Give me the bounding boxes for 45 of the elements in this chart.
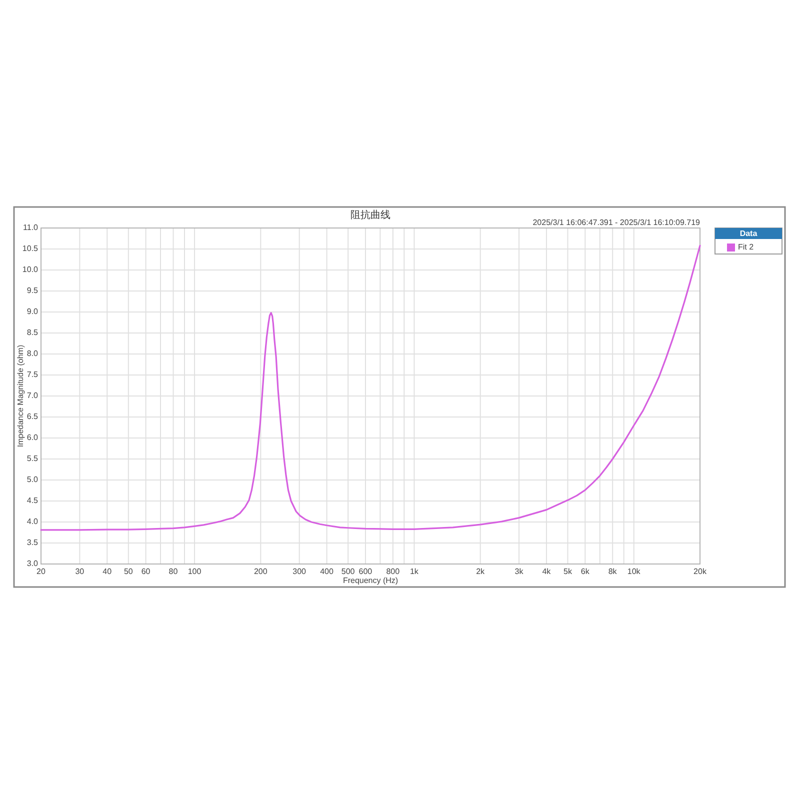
x-tick-label: 40 bbox=[102, 567, 112, 576]
x-tick-label: 30 bbox=[75, 567, 85, 576]
x-tick-label: 80 bbox=[168, 567, 178, 576]
y-tick-label: 4.5 bbox=[26, 496, 39, 506]
x-tick-label: 20k bbox=[694, 567, 708, 576]
x-tick-label: 800 bbox=[386, 567, 400, 576]
y-tick-label: 7.0 bbox=[26, 391, 39, 400]
y-tick-label: 3.0 bbox=[26, 559, 39, 568]
x-axis-title: Frequency (Hz) bbox=[342, 576, 398, 585]
x-tick-label: 500 bbox=[341, 567, 356, 576]
x-tick-label: 3k bbox=[514, 567, 524, 576]
y-tick-label: 6.0 bbox=[26, 433, 39, 442]
x-tick-label: 1k bbox=[410, 567, 420, 576]
x-tick-label: 5k bbox=[564, 567, 573, 576]
x-tick-label: 8k bbox=[608, 567, 618, 576]
legend-label: Fit 2 bbox=[738, 242, 754, 252]
x-tick-label: 100 bbox=[188, 567, 202, 576]
x-tick-label: 600 bbox=[358, 567, 373, 576]
x-tick-label: 4k bbox=[542, 567, 552, 576]
y-tick-label: 9.0 bbox=[26, 307, 39, 316]
y-tick-label: 10.5 bbox=[22, 244, 39, 254]
x-tick-label: 300 bbox=[292, 567, 307, 576]
y-tick-label: 11.0 bbox=[23, 223, 39, 232]
y-tick-label: 5.0 bbox=[26, 475, 39, 484]
y-tick-label: 3.5 bbox=[26, 538, 39, 548]
y-tick-label: 10.0 bbox=[22, 265, 39, 274]
x-tick-label: 400 bbox=[320, 567, 334, 576]
y-tick-label: 8.0 bbox=[26, 349, 39, 358]
x-tick-label: 2k bbox=[476, 567, 486, 576]
y-tick-label: 6.5 bbox=[26, 412, 39, 422]
chart-title: 阻抗曲线 bbox=[350, 209, 390, 221]
x-tick-label: 10k bbox=[627, 567, 642, 576]
y-tick-label: 9.5 bbox=[26, 286, 39, 296]
y-tick-label: 4.0 bbox=[26, 517, 39, 526]
x-tick-label: 20 bbox=[36, 567, 46, 576]
y-tick-label: 7.5 bbox=[26, 370, 39, 380]
legend-title: Data bbox=[740, 229, 758, 238]
x-tick-label: 50 bbox=[124, 567, 134, 576]
y-tick-label: 5.5 bbox=[26, 454, 39, 464]
x-tick-label: 60 bbox=[141, 567, 151, 576]
x-tick-label: 200 bbox=[254, 567, 268, 576]
text: 2025/3/1 16:06:47.391 - 2025/3/1 16:10:09.719 bbox=[532, 218, 701, 227]
y-tick-label: 8.5 bbox=[26, 328, 39, 338]
y-axis-title: Impedance Magnitude (ohm) bbox=[16, 344, 26, 448]
x-tick-label: 6k bbox=[580, 567, 590, 576]
